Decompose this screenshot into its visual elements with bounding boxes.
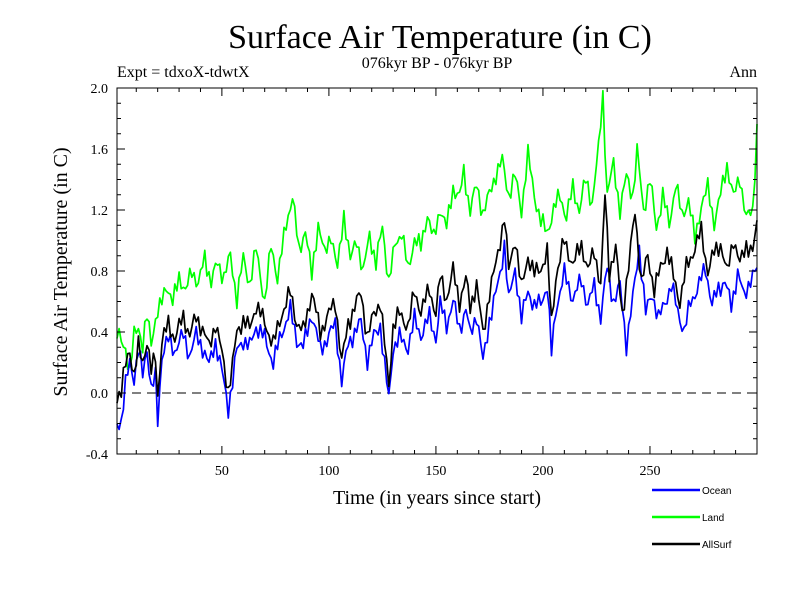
x-tick-label: 100 — [318, 464, 339, 479]
x-tick-label: 200 — [532, 464, 553, 479]
series-line-allsurf — [116, 194, 758, 404]
y-tick-label: 0.8 — [91, 265, 109, 280]
legend: Ocean Land AllSurf — [652, 486, 732, 551]
x-tick-label: 150 — [425, 464, 446, 479]
y-tick-label: 1.6 — [91, 143, 109, 158]
x-tick-label: 250 — [639, 464, 660, 479]
legend-label-allsurf: AllSurf — [702, 540, 732, 551]
series-line-ocean — [116, 239, 758, 431]
y-tick-label: 0.4 — [91, 326, 109, 341]
y-tick-label: 2.0 — [91, 82, 109, 97]
series-line-land — [116, 89, 758, 371]
y-tick-label: -0.4 — [86, 448, 108, 463]
legend-label-land: Land — [702, 513, 724, 524]
y-tick-label: 1.2 — [91, 204, 109, 219]
y-axis-label: Surface Air Temperature (in C) — [50, 147, 72, 396]
chart-title: Surface Air Temperature (in C) — [228, 19, 652, 56]
experiment-label: Expt = tdxoX-tdwtX — [117, 64, 250, 81]
x-axis-label: Time (in years since start) — [333, 487, 541, 509]
legend-label-ocean: Ocean — [702, 486, 731, 497]
y-tick-label: 0.0 — [91, 387, 109, 402]
x-tick-label: 50 — [215, 464, 229, 479]
plot-area: 50 100 150 200 250 -0.4 0.0 0.4 0.8 1.2 1.6 2.0 — [86, 82, 758, 479]
period-label: Ann — [729, 64, 757, 81]
chart-subtitle: 076kyr BP - 076kyr BP — [362, 55, 513, 72]
